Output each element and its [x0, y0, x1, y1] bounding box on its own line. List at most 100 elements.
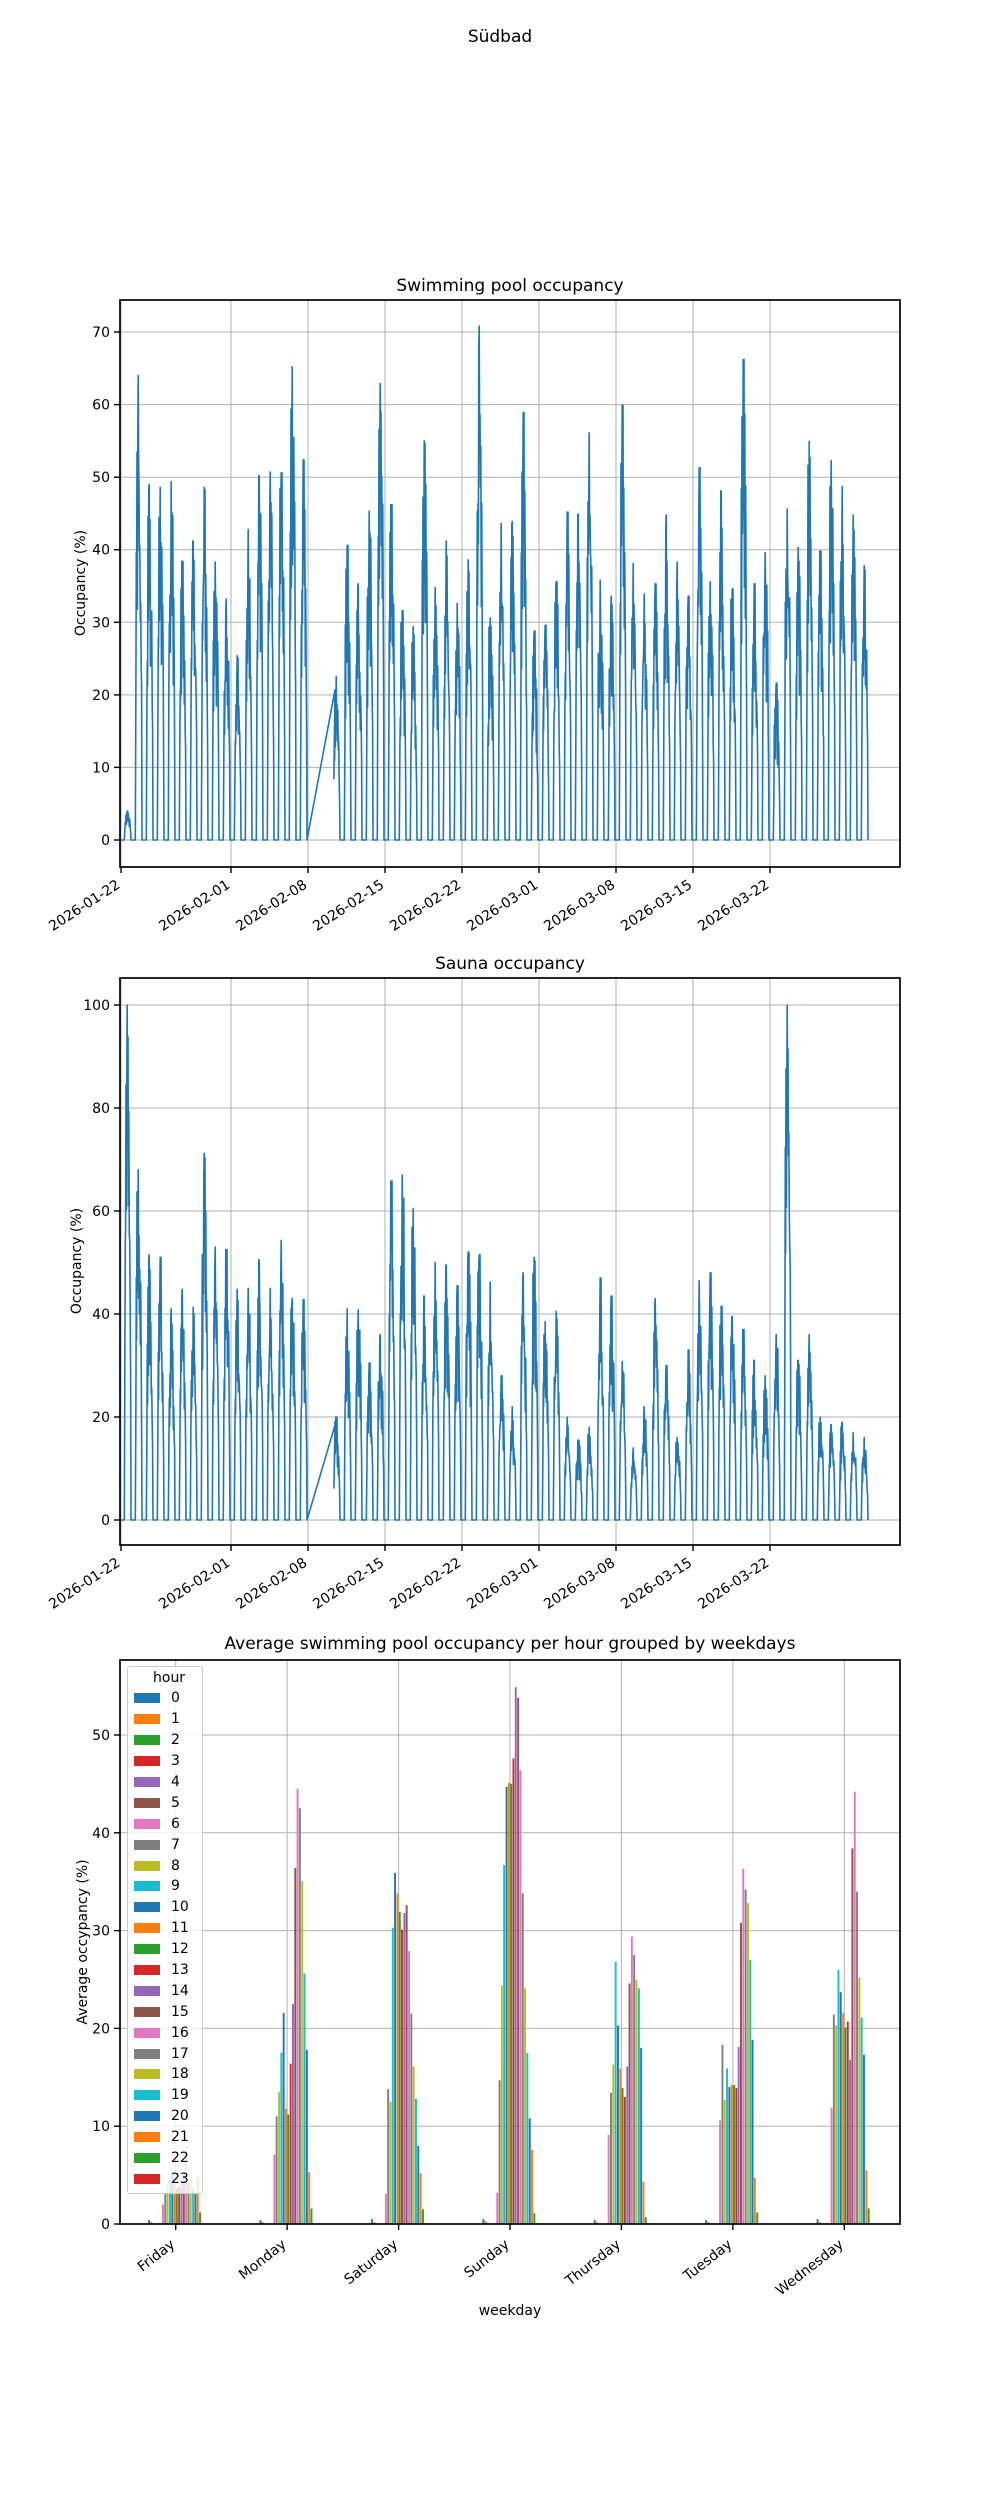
legend-swatch — [134, 2132, 160, 2143]
legend-swatch — [134, 2006, 160, 2017]
svg-text:40: 40 — [92, 1826, 110, 1842]
sauna-y-axis-label: Occupancy (%) — [69, 1207, 85, 1315]
legend-swatch — [134, 1985, 160, 1996]
legend-label: 23 — [171, 2170, 189, 2187]
svg-text:2026-02-01: 2026-02-01 — [156, 877, 233, 935]
legend-swatch — [134, 2173, 160, 2184]
weekday-y-axis-label: Average occypancy (%) — [75, 1859, 91, 2025]
svg-text:Saturday: Saturday — [341, 2237, 401, 2288]
legend-item-hour-8: 8 — [134, 1855, 196, 1876]
pool-y-axis-label: Occupancy (%) — [73, 529, 89, 637]
svg-text:30: 30 — [92, 615, 110, 631]
legend-item-hour-9: 9 — [134, 1876, 196, 1897]
svg-text:70: 70 — [92, 325, 110, 341]
weekday-chart-title: Average swimming pool occupancy per hour… — [224, 1634, 796, 1654]
legend-item-hour-5: 5 — [134, 1792, 196, 1813]
svg-text:Tuesday: Tuesday — [680, 2237, 736, 2285]
legend-swatch — [134, 1818, 160, 1829]
legend-item-hour-0: 0 — [134, 1688, 196, 1709]
legend-item-hour-1: 1 — [134, 1709, 196, 1730]
svg-text:2026-02-08: 2026-02-08 — [233, 877, 310, 935]
svg-text:2026-03-22: 2026-03-22 — [695, 1555, 772, 1613]
legend-swatch — [134, 1735, 160, 1746]
legend-swatch — [134, 1693, 160, 1704]
legend-label: 4 — [171, 1774, 180, 1790]
svg-text:2026-02-08: 2026-02-08 — [233, 1555, 310, 1613]
legend-label: 16 — [171, 2024, 189, 2041]
legend-label: 2 — [171, 1732, 180, 1749]
legend-label: 10 — [171, 1899, 189, 1916]
legend-item-hour-15: 15 — [134, 2001, 196, 2022]
legend-item-hour-18: 18 — [134, 2064, 196, 2085]
legend-item-hour-20: 20 — [134, 2106, 196, 2127]
legend-swatch — [134, 1860, 160, 1871]
svg-text:2026-03-22: 2026-03-22 — [695, 877, 772, 935]
legend-swatch — [134, 1902, 160, 1913]
legend-item-hour-23: 23 — [134, 2168, 196, 2189]
legend-item-hour-16: 16 — [134, 2022, 196, 2043]
legend-label: 19 — [171, 2087, 189, 2104]
svg-text:2026-03-15: 2026-03-15 — [618, 877, 695, 935]
legend-label: 7 — [171, 1836, 180, 1853]
legend-swatch — [134, 1944, 160, 1955]
legend-label: 11 — [171, 1920, 189, 1937]
hour-bars — [148, 1687, 870, 2225]
legend-item-hour-12: 12 — [134, 1939, 196, 1960]
legend-label: 13 — [171, 1962, 189, 1979]
legend-swatch — [134, 2153, 160, 2164]
svg-text:40: 40 — [92, 543, 110, 559]
svg-text:2026-02-22: 2026-02-22 — [387, 1555, 464, 1613]
pool-axes: 2026-01-22 2026-02-01 2026-02-08 2026-02-15… — [46, 299, 901, 935]
svg-text:50: 50 — [92, 470, 110, 486]
legend-swatch — [134, 2090, 160, 2101]
pool-chart-title: Swimming pool occupancy — [396, 276, 624, 296]
svg-text:0: 0 — [101, 2217, 110, 2233]
legend-label: 20 — [171, 2108, 189, 2125]
svg-text:Sunday: Sunday — [461, 2237, 512, 2282]
legend-label: 22 — [171, 2150, 189, 2167]
legend-title: hour — [153, 1670, 186, 1686]
legend-swatch — [134, 2048, 160, 2059]
legend-item-hour-22: 22 — [134, 2148, 196, 2169]
legend-label: 6 — [171, 1815, 180, 1832]
weekday-axes: Friday Monday Saturday Sunday Thursday Tuesda… — [92, 1659, 901, 2300]
legend-label: 9 — [171, 1878, 180, 1895]
svg-text:20: 20 — [92, 2021, 110, 2037]
legend-item-hour-19: 19 — [134, 2085, 196, 2106]
legend-swatch — [134, 1881, 160, 1892]
legend-swatch — [134, 1965, 160, 1976]
svg-text:10: 10 — [92, 760, 110, 776]
svg-text:50: 50 — [92, 1728, 110, 1744]
svg-text:2026-02-15: 2026-02-15 — [310, 877, 387, 935]
legend-label: 12 — [171, 1941, 189, 1958]
svg-text:2026-01-22: 2026-01-22 — [46, 1555, 123, 1613]
legend-item-hour-2: 2 — [134, 1730, 196, 1751]
svg-text:Thursday: Thursday — [562, 2237, 624, 2290]
legend-item-hour-3: 3 — [134, 1751, 196, 1772]
legend-item-hour-7: 7 — [134, 1834, 196, 1855]
sauna-axes: 2026-01-22 2026-02-01 2026-02-08 2026-02-15… — [46, 977, 901, 1613]
svg-text:60: 60 — [92, 398, 110, 414]
legend-label: 8 — [171, 1857, 180, 1874]
legend-label: 1 — [171, 1711, 180, 1728]
legend-swatch — [134, 2111, 160, 2122]
svg-text:2026-01-22: 2026-01-22 — [46, 877, 123, 935]
svg-text:Wednesday: Wednesday — [773, 2237, 847, 2300]
svg-text:Friday: Friday — [135, 2237, 178, 2276]
svg-text:2026-02-01: 2026-02-01 — [156, 1555, 233, 1613]
svg-text:2026-02-22: 2026-02-22 — [387, 877, 464, 935]
svg-text:20: 20 — [92, 1410, 110, 1426]
legend-swatch — [134, 1756, 160, 1767]
svg-text:2026-03-01: 2026-03-01 — [464, 877, 541, 935]
svg-text:100: 100 — [83, 998, 110, 1014]
legend-swatch — [134, 1923, 160, 1934]
svg-text:80: 80 — [92, 1101, 110, 1117]
legend-label: 0 — [171, 1690, 180, 1707]
legend-label: 17 — [171, 2045, 189, 2062]
legend-swatch — [134, 2027, 160, 2038]
legend-item-hour-14: 14 — [134, 1980, 196, 2001]
svg-text:2026-03-15: 2026-03-15 — [618, 1555, 695, 1613]
sauna-occupancy-line — [121, 1004, 869, 1521]
